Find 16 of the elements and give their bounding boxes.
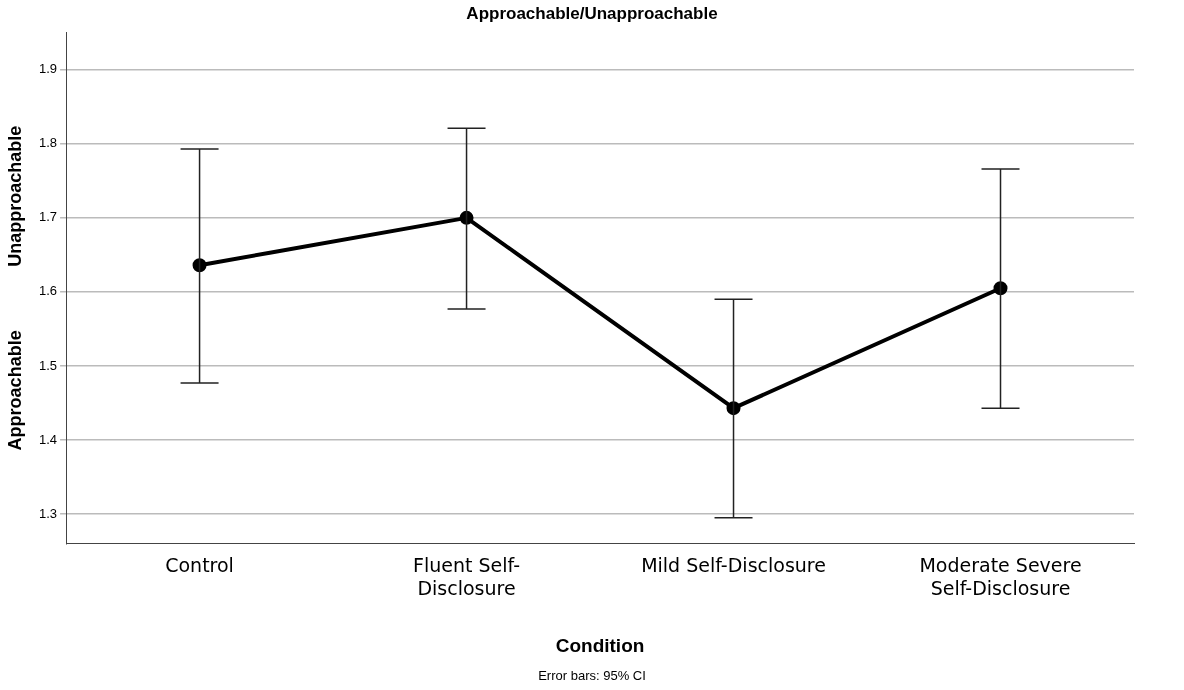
y-tick-label: 1.7 <box>38 209 58 225</box>
x-tick-label: Control <box>165 553 234 576</box>
y-tick-label: 1.3 <box>38 505 58 521</box>
text: Unapproachable <box>4 125 25 267</box>
y-tick-label: 1.9 <box>38 61 58 77</box>
y-tick-label: 1.4 <box>38 431 58 447</box>
chart-title: Approachable/Unapproachable <box>465 4 719 24</box>
y-tick-label: 1.6 <box>38 283 58 299</box>
x-tick-label: Fluent Self-Disclosure <box>413 553 521 599</box>
y-tick-label: 1.5 <box>38 357 58 373</box>
text: Error bars: 95% CI <box>537 668 647 683</box>
y-axis-title: Approachable <box>4 330 25 451</box>
x-tick-label: Mild Self-Disclosure <box>641 553 826 576</box>
x-tick-label: Moderate Severe Self-Disclosure <box>919 553 1082 599</box>
x-axis-title: Condition <box>555 634 645 656</box>
y-tick-label: 1.8 <box>38 135 58 151</box>
